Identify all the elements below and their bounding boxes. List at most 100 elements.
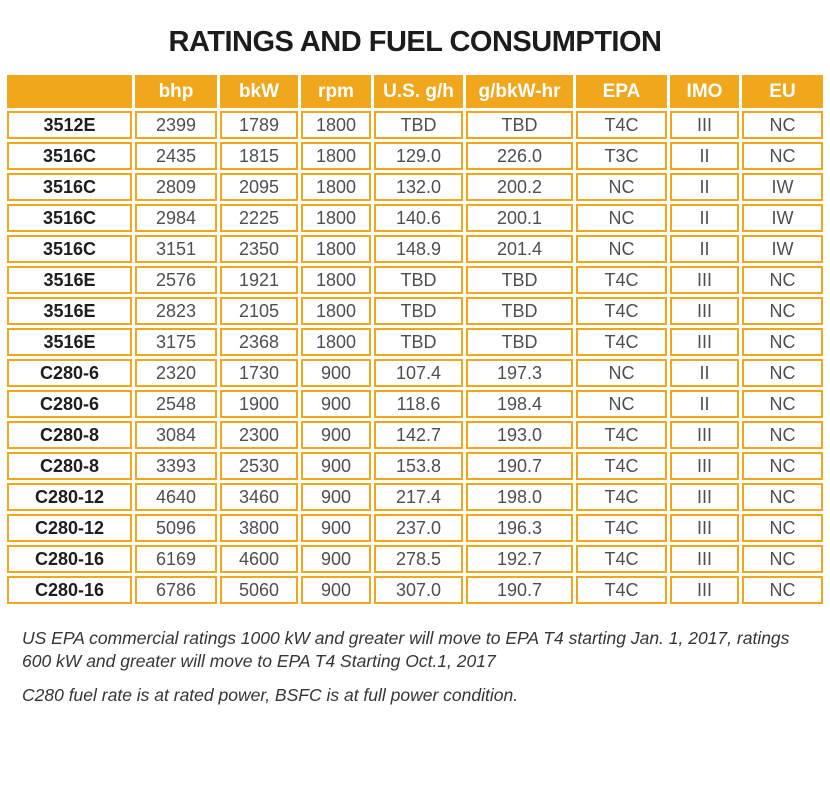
value-cell: III xyxy=(670,514,739,542)
value-cell: T4C xyxy=(576,483,667,511)
value-cell: 190.7 xyxy=(466,452,573,480)
value-cell: 307.0 xyxy=(374,576,463,604)
value-cell: IW xyxy=(742,204,823,232)
table-row: C280-6 2548 1900 900 118.6 198.4 NC II NC xyxy=(7,390,823,418)
value-cell: II xyxy=(670,390,739,418)
table-body: 3512E 2399 1789 1800 TBD TBD T4C III NC 3516C 2435… xyxy=(7,111,823,604)
value-cell: 193.0 xyxy=(466,421,573,449)
value-cell: 5060 xyxy=(220,576,298,604)
table-row: C280-12 4640 3460 900 217.4 198.0 T4C III NC xyxy=(7,483,823,511)
value-cell: NC xyxy=(742,452,823,480)
value-cell: 2823 xyxy=(135,297,217,325)
value-cell: III xyxy=(670,266,739,294)
table-row: C280-8 3393 2530 900 153.8 190.7 T4C III NC xyxy=(7,452,823,480)
value-cell: TBD xyxy=(466,297,573,325)
value-cell: TBD xyxy=(374,328,463,356)
table-row: C280-12 5096 3800 900 237.0 196.3 T4C III NC xyxy=(7,514,823,542)
value-cell: 2399 xyxy=(135,111,217,139)
value-cell: 237.0 xyxy=(374,514,463,542)
value-cell: 2984 xyxy=(135,204,217,232)
value-cell: 217.4 xyxy=(374,483,463,511)
value-cell: 2548 xyxy=(135,390,217,418)
value-cell: T4C xyxy=(576,328,667,356)
column-header: U.S. g/h xyxy=(374,75,463,108)
footnote-text: C280 fuel rate is at rated power, BSFC i… xyxy=(22,685,519,706)
value-cell: NC xyxy=(742,266,823,294)
value-cell: III xyxy=(670,483,739,511)
value-cell: III xyxy=(670,452,739,480)
value-cell: 107.4 xyxy=(374,359,463,387)
value-cell: 1800 xyxy=(301,111,371,139)
value-cell: TBD xyxy=(466,328,573,356)
value-cell: II xyxy=(670,235,739,263)
value-cell: T4C xyxy=(576,111,667,139)
model-cell: C280-12 xyxy=(7,514,132,542)
model-cell: 3516E xyxy=(7,266,132,294)
table-row: 3516C 2984 2225 1800 140.6 200.1 NC II IW xyxy=(7,204,823,232)
value-cell: 1730 xyxy=(220,359,298,387)
value-cell: 2320 xyxy=(135,359,217,387)
value-cell: III xyxy=(670,421,739,449)
value-cell: NC xyxy=(742,390,823,418)
model-cell: 3516C xyxy=(7,204,132,232)
value-cell: TBD xyxy=(466,266,573,294)
value-cell: NC xyxy=(742,359,823,387)
value-cell: 3460 xyxy=(220,483,298,511)
value-cell: 2105 xyxy=(220,297,298,325)
table-row: 3516E 3175 2368 1800 TBD TBD T4C III NC xyxy=(7,328,823,356)
value-cell: 3393 xyxy=(135,452,217,480)
table-row: 3516E 2823 2105 1800 TBD TBD T4C III NC xyxy=(7,297,823,325)
value-cell: 2530 xyxy=(220,452,298,480)
value-cell: NC xyxy=(742,328,823,356)
value-cell: 900 xyxy=(301,452,371,480)
model-cell: C280-8 xyxy=(7,452,132,480)
value-cell: 2300 xyxy=(220,421,298,449)
value-cell: NC xyxy=(576,173,667,201)
value-cell: 2095 xyxy=(220,173,298,201)
value-cell: 3084 xyxy=(135,421,217,449)
value-cell: TBD xyxy=(466,111,573,139)
value-cell: T4C xyxy=(576,452,667,480)
value-cell: 142.7 xyxy=(374,421,463,449)
value-cell: TBD xyxy=(374,111,463,139)
value-cell: T4C xyxy=(576,545,667,573)
value-cell: 226.0 xyxy=(466,142,573,170)
value-cell: 1800 xyxy=(301,204,371,232)
value-cell: II xyxy=(670,204,739,232)
value-cell: 132.0 xyxy=(374,173,463,201)
model-cell: C280-8 xyxy=(7,421,132,449)
value-cell: NC xyxy=(742,545,823,573)
value-cell: 900 xyxy=(301,483,371,511)
value-cell: T3C xyxy=(576,142,667,170)
value-cell: 1800 xyxy=(301,266,371,294)
value-cell: NC xyxy=(576,235,667,263)
value-cell: 140.6 xyxy=(374,204,463,232)
value-cell: 6786 xyxy=(135,576,217,604)
value-cell: 196.3 xyxy=(466,514,573,542)
value-cell: II xyxy=(670,142,739,170)
model-cell: 3516C xyxy=(7,235,132,263)
value-cell: NC xyxy=(742,111,823,139)
value-cell: NC xyxy=(576,390,667,418)
value-cell: T4C xyxy=(576,297,667,325)
value-cell: T4C xyxy=(576,576,667,604)
value-cell: NC xyxy=(742,576,823,604)
value-cell: 3800 xyxy=(220,514,298,542)
value-cell: 6169 xyxy=(135,545,217,573)
page-title: RATINGS AND FUEL CONSUMPTION xyxy=(168,26,662,58)
value-cell: NC xyxy=(742,514,823,542)
table-row: 3516C 3151 2350 1800 148.9 201.4 NC II IW xyxy=(7,235,823,263)
value-cell: NC xyxy=(742,297,823,325)
value-cell: 278.5 xyxy=(374,545,463,573)
value-cell: III xyxy=(670,576,739,604)
value-cell: 4640 xyxy=(135,483,217,511)
value-cell: 2435 xyxy=(135,142,217,170)
table-row: 3516E 2576 1921 1800 TBD TBD T4C III NC xyxy=(7,266,823,294)
value-cell: T4C xyxy=(576,514,667,542)
value-cell: 900 xyxy=(301,390,371,418)
model-cell: 3516C xyxy=(7,173,132,201)
value-cell: 1800 xyxy=(301,297,371,325)
value-cell: IW xyxy=(742,235,823,263)
value-cell: 3175 xyxy=(135,328,217,356)
value-cell: 5096 xyxy=(135,514,217,542)
